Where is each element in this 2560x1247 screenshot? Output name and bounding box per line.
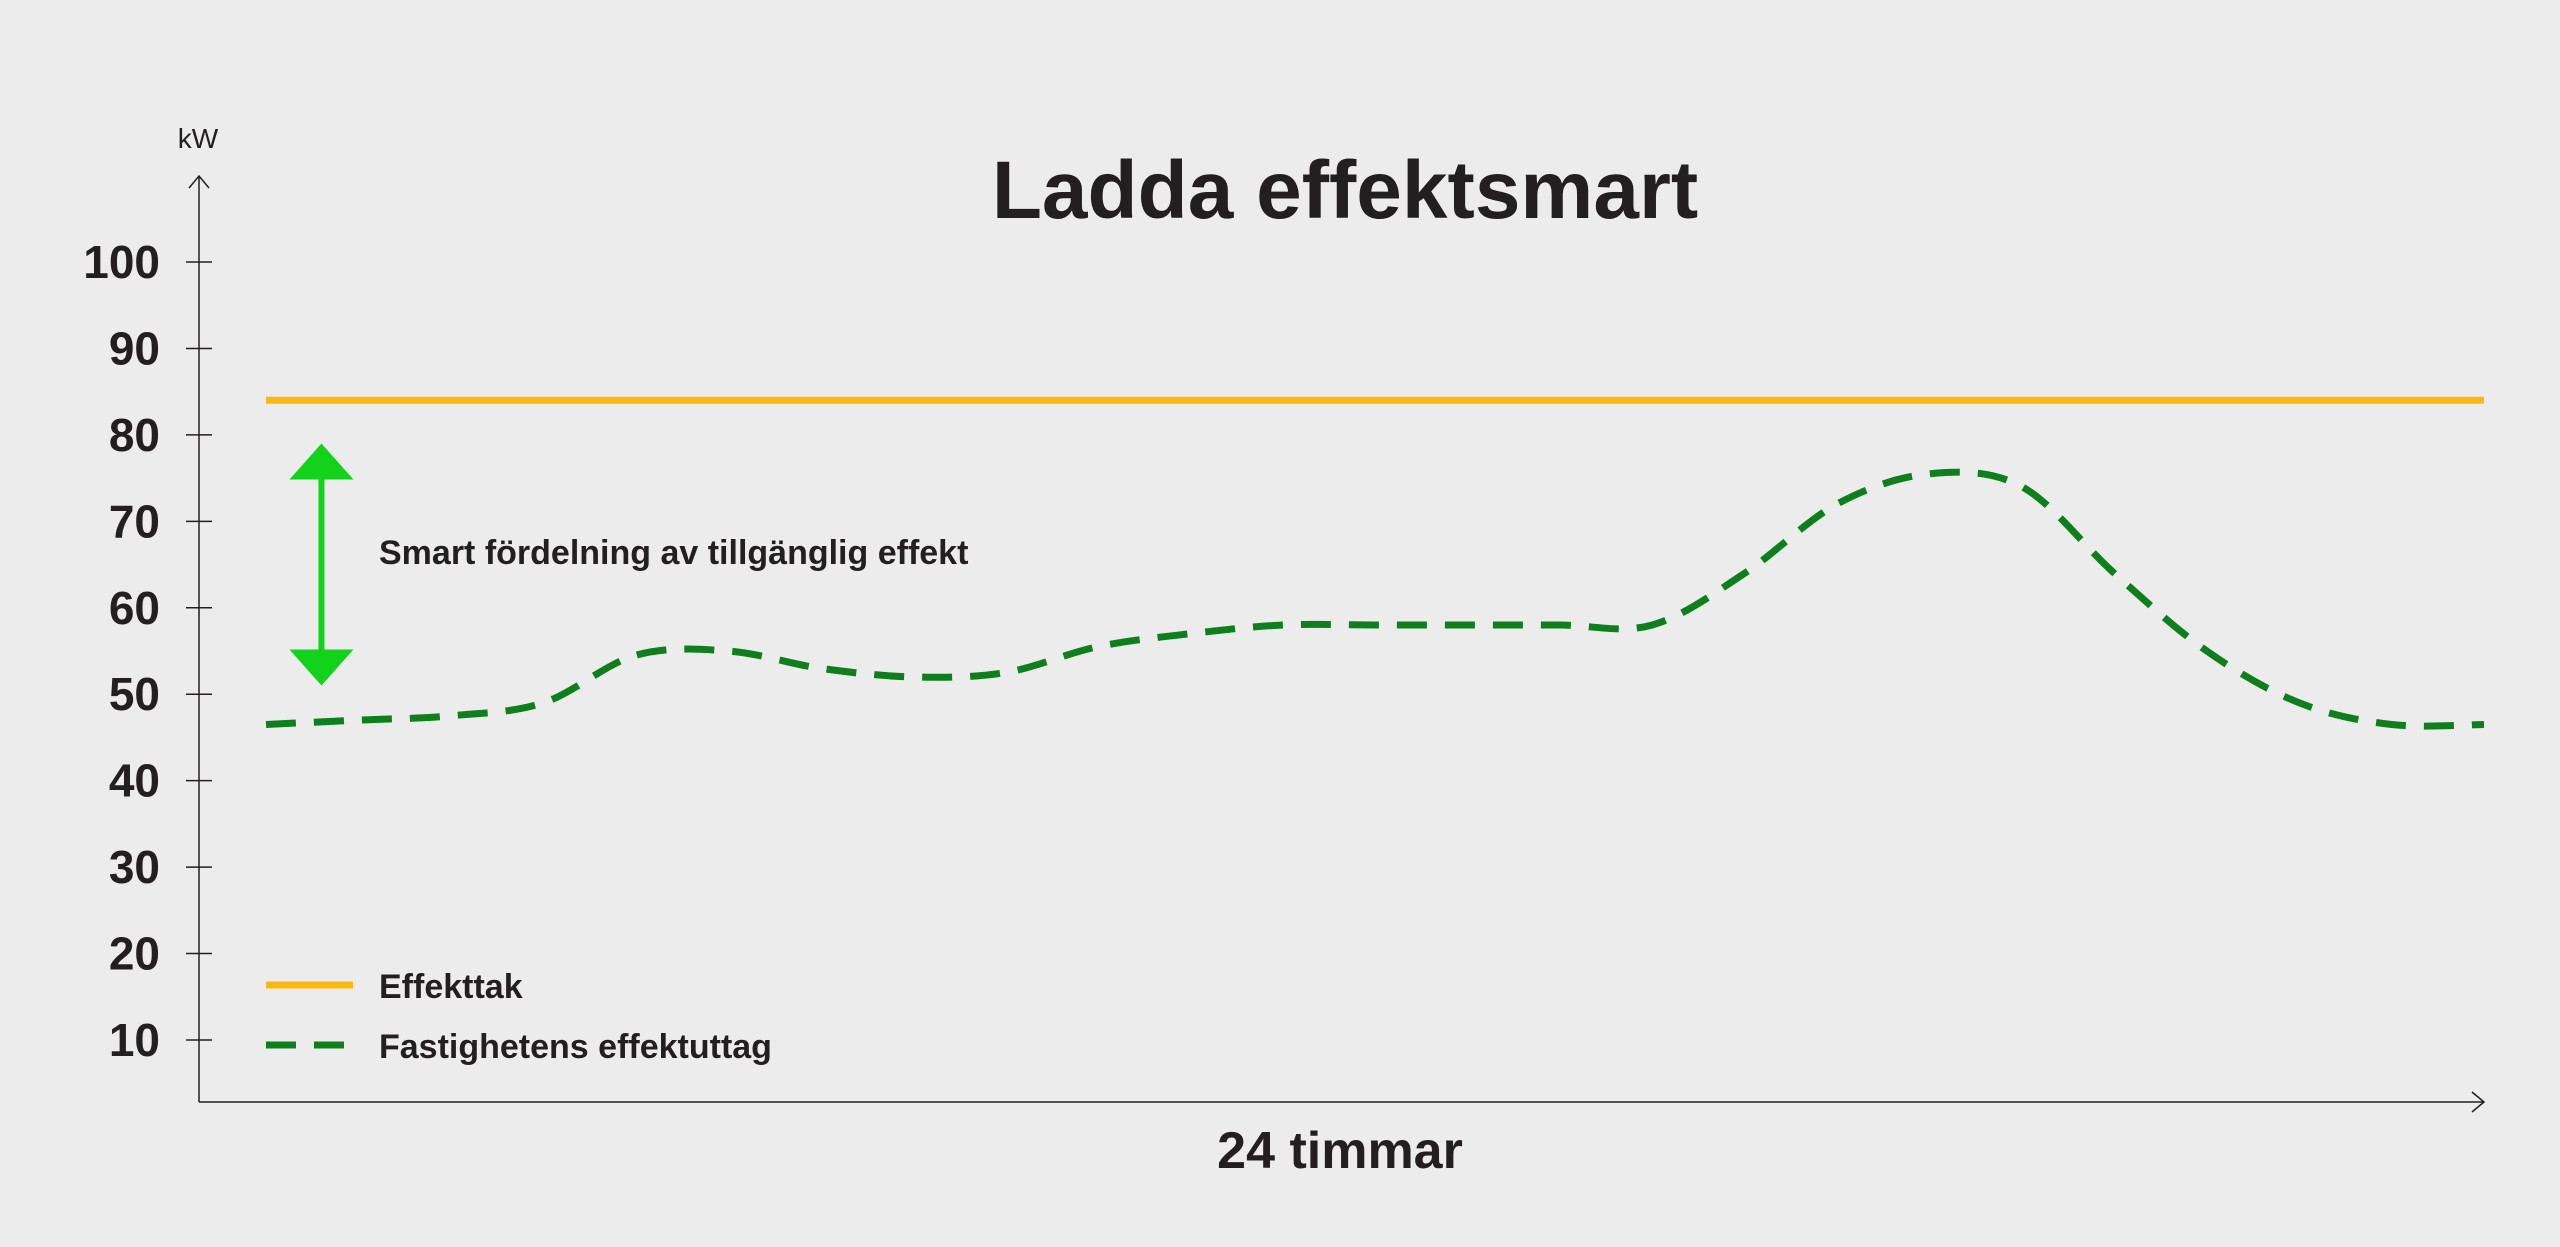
y-tick-label-90: 90 — [109, 322, 160, 374]
legend: Effekttak Fastighetens effektuttag — [266, 968, 772, 1066]
series-line-1 — [265, 468, 2485, 730]
y-tick-label-10: 10 — [109, 1014, 160, 1066]
y-tick-label-40: 40 — [109, 755, 160, 807]
y-tick-label-70: 70 — [109, 495, 160, 547]
y-tick-label-100: 100 — [83, 236, 160, 288]
x-axis-label: 24 timmar — [1217, 1122, 1463, 1180]
y-tick-label-80: 80 — [109, 409, 160, 461]
y-axis-unit-label: kW — [178, 123, 219, 154]
y-tick-label-20: 20 — [109, 928, 160, 980]
legend-label-fastighetens-effektuttag: Fastighetens effektuttag — [379, 1028, 772, 1066]
legend-label-effekttak: Effekttak — [379, 968, 523, 1006]
x-axis-arrowhead — [2471, 1091, 2486, 1113]
y-tick-label-50: 50 — [109, 668, 160, 720]
annotation-arrowhead-up — [289, 443, 354, 480]
annotation-text: Smart fördelning av tillgänglig effekt — [379, 534, 968, 572]
annotation-arrowhead-down — [289, 649, 354, 686]
y-axis-arrowhead — [188, 174, 210, 189]
annotation: Smart fördelning av tillgänglig effekt — [289, 443, 968, 686]
y-tick-label-30: 30 — [109, 841, 160, 893]
y-ticks: 10 20 30 40 50 60 70 80 90 100 — [83, 236, 212, 1066]
axes — [188, 174, 2486, 1113]
chart-title: Ladda effektsmart — [992, 145, 1698, 236]
y-tick-label-60: 60 — [109, 582, 160, 634]
series-layer — [265, 396, 2485, 730]
